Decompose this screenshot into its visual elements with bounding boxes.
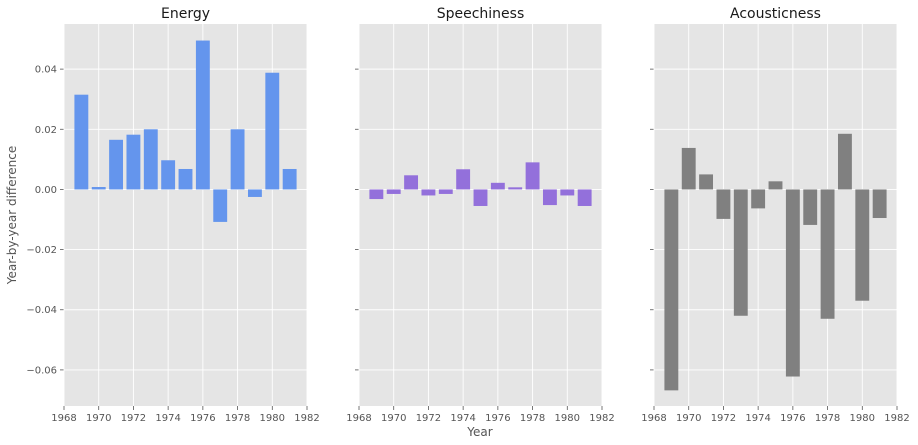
y-tick-label: −0.02 — [26, 245, 57, 256]
bar — [508, 187, 523, 190]
x-tick-label: 1976 — [485, 413, 510, 424]
bar — [577, 189, 592, 206]
y-tick-label: −0.06 — [26, 365, 57, 376]
x-tick-label: 1970 — [381, 413, 406, 424]
panel-energy: −0.06 −0.04 −0.02 0.00 0.02 0.04 1968 1970 1972 1… — [26, 6, 319, 424]
bar — [542, 189, 557, 206]
x-tick-label: 1976 — [190, 413, 215, 424]
x-tick-label: 1982 — [884, 413, 909, 424]
bar — [837, 133, 852, 190]
x-tick-label: 1978 — [815, 413, 840, 424]
x-tick-label: 1980 — [555, 413, 580, 424]
bar — [247, 189, 262, 197]
bar — [699, 174, 714, 190]
x-tick-label: 1968 — [51, 413, 76, 424]
bar — [195, 40, 210, 190]
bar — [560, 189, 575, 196]
panel-speechiness: 1968 1970 1972 1974 1976 1978 1980 1982 Speechin… — [346, 6, 614, 424]
x-tick-label: 1982 — [294, 413, 319, 424]
bar — [404, 175, 419, 190]
x-tick-label: 1972 — [121, 413, 146, 424]
x-tick-label: 1970 — [86, 413, 111, 424]
y-tick-label: −0.04 — [26, 305, 57, 316]
bar — [855, 189, 870, 301]
bar — [785, 189, 800, 377]
x-tick-label: 1974 — [450, 413, 475, 424]
bar — [230, 129, 245, 190]
bar — [803, 189, 818, 225]
x-tick-label: 1968 — [346, 413, 371, 424]
x-tick-label: 1968 — [641, 413, 666, 424]
y-tick-label: 0.04 — [35, 65, 57, 76]
bar — [126, 134, 141, 190]
bar — [178, 168, 193, 190]
bar — [733, 189, 748, 316]
bar — [282, 168, 297, 190]
x-tick-label: 1972 — [416, 413, 441, 424]
bar — [143, 129, 158, 190]
y-tick-label: 0.02 — [35, 125, 57, 136]
x-tick-label: 1978 — [225, 413, 250, 424]
bar — [438, 189, 453, 194]
x-tick-label: 1980 — [260, 413, 285, 424]
bar — [265, 72, 280, 190]
bar — [386, 189, 401, 194]
bar — [421, 189, 436, 196]
bar — [751, 189, 766, 209]
x-tick-label: 1972 — [711, 413, 736, 424]
x-axis-label: Year — [466, 425, 492, 439]
bar — [716, 189, 731, 219]
bar — [369, 189, 384, 200]
bar — [872, 189, 887, 219]
panel-title: Acousticness — [730, 6, 821, 22]
bar — [820, 189, 835, 319]
x-tick-label: 1970 — [676, 413, 701, 424]
bar — [91, 187, 106, 190]
bar — [74, 94, 89, 190]
bar — [768, 181, 783, 190]
x-tick-label: 1976 — [780, 413, 805, 424]
bar — [681, 147, 696, 190]
x-tick-label: 1974 — [745, 413, 770, 424]
x-tick-label: 1980 — [850, 413, 875, 424]
panel-acousticness: 1968 1970 1972 1974 1976 1978 1980 1982 Acoustic… — [641, 6, 909, 424]
bar — [473, 189, 488, 206]
y-axis-label: Year-by-year difference — [5, 146, 19, 285]
x-tick-label: 1978 — [520, 413, 545, 424]
bar — [456, 169, 471, 190]
panel-title: Energy — [161, 6, 210, 22]
x-tick-label: 1974 — [155, 413, 180, 424]
bar — [664, 189, 679, 391]
y-tick-label: 0.00 — [35, 185, 57, 196]
bar — [213, 189, 228, 222]
bar — [525, 162, 540, 190]
panel-title: Speechiness — [437, 6, 525, 22]
bar — [490, 182, 505, 190]
plot-area — [359, 24, 602, 406]
x-tick-label: 1982 — [589, 413, 614, 424]
bar — [161, 160, 176, 190]
bar — [109, 139, 124, 190]
